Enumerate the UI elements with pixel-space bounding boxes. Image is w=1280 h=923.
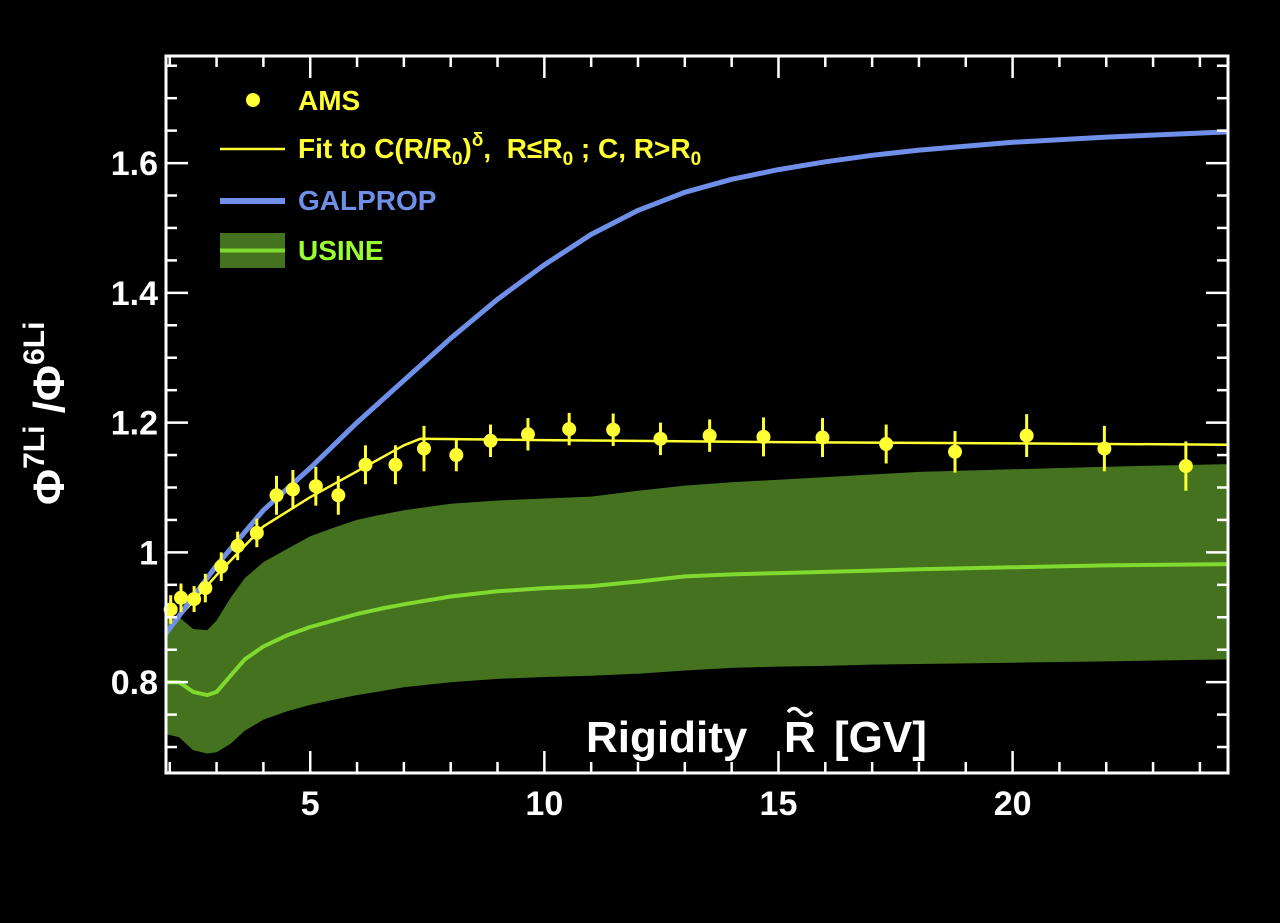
y-axis-phi2: Φ: [25, 365, 74, 401]
ams-point: [269, 488, 284, 503]
axis-ticks: [166, 56, 1228, 773]
ams-point: [653, 431, 668, 446]
y-tick-label: 0.8: [111, 664, 158, 702]
ams-point: [173, 590, 188, 605]
ams-point: [187, 592, 202, 607]
ams-point: [1178, 459, 1193, 474]
legend-fit-mid: ): [463, 133, 472, 164]
legend-fit-sub1: 0: [452, 149, 463, 170]
axis-tick-labels: 5 10 15 20 0.8 1 1.2 1.4 1.6: [111, 145, 1032, 823]
y-axis-phi1: Φ: [25, 469, 74, 505]
ams-point: [214, 559, 229, 574]
y-tick-label: 1.4: [111, 275, 158, 313]
ams-point: [285, 482, 300, 497]
ams-point: [520, 427, 535, 442]
legend-ams-marker: [246, 93, 260, 107]
y-tick-label: 1.2: [111, 405, 158, 443]
curve-layer: [163, 129, 1229, 635]
ams-point: [483, 433, 498, 448]
ams-point: [388, 457, 403, 472]
legend-fit-label: Fit to C(R/R0)δ, R≤R0 ; C, R>R0: [298, 130, 701, 170]
x-axis-title: Rigidity R [GV]: [586, 706, 927, 762]
legend-fit-sup: δ: [472, 130, 484, 151]
ams-point: [562, 422, 577, 437]
x-axis-symbol: R: [784, 713, 816, 762]
usine-center-line: [166, 562, 1229, 698]
ams-points-layer: [163, 412, 1193, 624]
ams-point: [308, 479, 323, 494]
galprop-line: [163, 129, 1229, 635]
ams-point: [358, 457, 373, 472]
ams-point: [198, 581, 213, 596]
ams-point: [230, 538, 245, 553]
legend-fit-sub3: 0: [691, 149, 702, 170]
ams-point: [331, 488, 346, 503]
legend-fit-after: , R≤R: [483, 133, 562, 164]
legend: AMS Fit to C(R/R0)δ, R≤R0 ; C, R>R0 GALP…: [220, 85, 701, 268]
y-axis-li2: Li: [18, 322, 51, 349]
legend-galprop-label: GALPROP: [298, 185, 436, 216]
ams-point: [815, 430, 830, 445]
y-axis-slash: /: [25, 401, 74, 425]
fit-line: [165, 437, 1229, 633]
x-tick-label: 20: [994, 785, 1032, 823]
x-tick-label: 15: [760, 785, 798, 823]
ams-point: [948, 444, 963, 459]
y-axis-sup1: 7: [18, 452, 51, 469]
ams-point: [1097, 441, 1112, 456]
ams-point: [879, 437, 894, 452]
legend-usine-label: USINE: [298, 235, 384, 266]
ams-point: [756, 429, 771, 444]
ams-point: [702, 428, 717, 443]
y-axis-sup2: 6: [18, 348, 51, 365]
legend-fit-tail: ; C, R>R: [573, 133, 690, 164]
x-axis-unit: [GV]: [834, 713, 927, 762]
x-tick-label: 10: [525, 785, 563, 823]
y-axis-li1: Li: [18, 426, 51, 453]
plot-frame: [164, 54, 1230, 775]
ams-point: [417, 441, 432, 456]
usine-band: [166, 464, 1228, 754]
x-axis-label: Rigidity: [586, 713, 748, 762]
x-axis-symbol-tilde: [786, 706, 814, 718]
y-tick-label: 1.6: [111, 145, 158, 183]
ams-point: [606, 422, 621, 437]
ams-point: [1019, 428, 1034, 443]
x-tick-label: 5: [301, 785, 320, 823]
usine-band-layer: [166, 464, 1229, 754]
legend-fit-prefix: Fit to C(R/R: [298, 133, 452, 164]
ams-point: [249, 525, 264, 540]
legend-ams-label: AMS: [298, 85, 360, 116]
y-tick-label: 1: [139, 534, 158, 572]
legend-fit-sub2: 0: [563, 149, 574, 170]
ams-point: [449, 448, 464, 463]
y-axis-title: Φ7Li /Φ6Li: [18, 322, 74, 505]
